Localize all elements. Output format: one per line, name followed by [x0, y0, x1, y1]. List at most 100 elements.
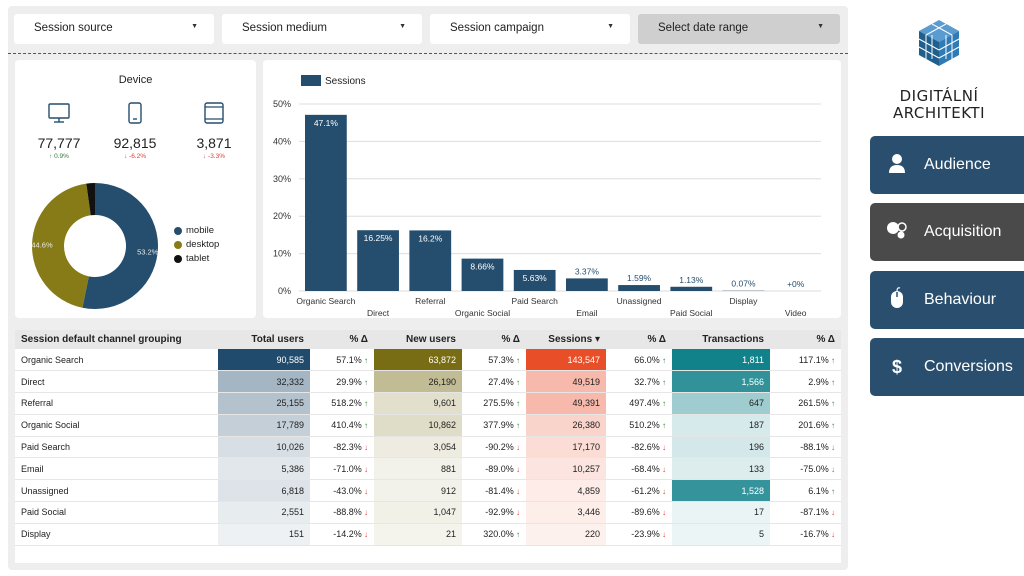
arrow-up-icon: ↑ [513, 399, 520, 409]
table-row[interactable]: Paid Social 2,551 -88.8% ↓ 1,047 -92.9% ↓ 3,4… [15, 501, 841, 524]
y-tick-label: 50% [273, 99, 291, 109]
table-cell: 29.9% ↑ [310, 370, 374, 394]
table-row[interactable]: Display 151 -14.2% ↓ 21 320.0% ↑ 220 -23.9% ↓ 5… [15, 523, 841, 546]
arrow-down-icon: ↓ [361, 464, 368, 474]
cell-value: 320.0% [483, 529, 514, 540]
arrow-down-icon: ↓ [659, 464, 666, 474]
cell-value: Direct [21, 376, 45, 387]
bar-email[interactable] [566, 278, 608, 291]
table-row[interactable]: Organic Search 90,585 57.1% ↑ 63,872 57.3% ↑… [15, 349, 841, 372]
table-row[interactable]: Email 5,386 -71.0% ↓ 881 -89.0% ↓ 10,257 -68.4… [15, 457, 841, 481]
table-cell: 17,170 [526, 436, 606, 459]
nav-conversions-button[interactable]: $ Conversions [870, 338, 1024, 396]
brand-line-2: ARCHITEKTI [892, 104, 985, 122]
cell-value: 275.5% [483, 398, 514, 409]
table-row[interactable]: Organic Social 17,789 410.4% ↑ 10,862 377.9%… [15, 414, 841, 437]
cell-value: 377.9% [483, 420, 514, 431]
arrow-down-icon: ↓ [361, 443, 368, 453]
cell-value: 1,528 [741, 485, 764, 496]
table-cell: 5 [672, 523, 770, 546]
cell-value: -89.6% [631, 507, 660, 518]
cell-value: -75.0% [800, 463, 829, 474]
bar-data-label: 0.07% [731, 279, 756, 289]
bar-paid-search[interactable] [513, 269, 556, 291]
device-title: Device [118, 74, 153, 86]
arrow-up-icon: ↑ [659, 377, 666, 387]
bar-direct[interactable] [357, 230, 399, 291]
cell-value: 17,170 [572, 442, 600, 453]
table-row[interactable]: Paid Search 10,026 -82.3% ↓ 3,054 -90.2% ↓ 17… [15, 436, 841, 459]
cell-value: 27.4% [488, 376, 514, 387]
table-cell: 90,585 [218, 349, 310, 372]
table-cell: 32,332 [218, 370, 310, 394]
arrow-down-icon: ↓ [828, 530, 835, 540]
arrow-up-icon: ↑ [828, 355, 835, 365]
dollar-icon: $ [891, 356, 902, 377]
table-row[interactable]: Direct 32,332 29.9% ↑ 26,190 27.4% ↑ 49,519 32… [15, 370, 841, 394]
cell-value: 133 [748, 463, 764, 474]
cell-value: 21 [445, 529, 456, 540]
legend-tablet: tablet [174, 253, 209, 264]
cell-value: Referral [21, 398, 54, 409]
table-row[interactable]: Referral 25,155 518.2% ↑ 9,601 275.5% ↑ 49,39… [15, 392, 841, 415]
column-header[interactable]: Sessions ▾ [526, 330, 606, 349]
cell-value: 57.1% [336, 354, 362, 365]
table-cell: -43.0% ↓ [310, 479, 374, 503]
cell-value: 6,818 [281, 485, 304, 496]
channel-table: Session default channel grouping Total us… [15, 330, 841, 563]
bar-unassigned[interactable] [618, 285, 660, 291]
dropdown-arrow-icon: ▼ [399, 23, 406, 30]
cell-value: -68.4% [631, 463, 660, 474]
x-tick-label: Email [576, 308, 597, 318]
nav-behaviour-label: Behaviour [924, 291, 997, 308]
cell-value: 25,155 [276, 398, 304, 409]
table-cell: -71.0% ↓ [310, 457, 374, 481]
table-cell: 410.4% ↑ [310, 414, 374, 437]
cell-value: 510.2% [629, 420, 660, 431]
table-cell: Display [15, 523, 218, 546]
cell-value: -92.9% [485, 507, 514, 518]
arrow-up-icon: ↑ [828, 421, 835, 431]
cell-value: -82.6% [631, 442, 660, 453]
cell-value: 66.0% [634, 354, 660, 365]
date-range-picker[interactable]: Select date range ▼ [638, 14, 840, 44]
bar-organic-social[interactable] [461, 258, 504, 291]
table-cell: 196 [672, 436, 770, 459]
bar-paid-social[interactable] [670, 286, 713, 291]
nav-audience-button[interactable]: Audience [870, 136, 1024, 194]
session-medium-filter[interactable]: Session medium ▼ [222, 14, 422, 44]
bar-organic-search[interactable] [305, 114, 347, 291]
legend-dot [174, 240, 182, 249]
table-cell: Paid Search [15, 436, 218, 459]
arrow-up-icon: ↑ [361, 355, 368, 365]
arrow-up-icon: ↑ [513, 355, 520, 365]
table-cell: 1,528 [672, 479, 770, 503]
table-cell: 10,257 [526, 457, 606, 481]
arrow-up-icon: ↑ [361, 377, 368, 387]
table-cell: -90.2% ↓ [462, 436, 526, 459]
table-cell: 151 [218, 523, 310, 546]
table-cell: 57.3% ↑ [462, 349, 526, 372]
table-cell: -16.7% ↓ [770, 523, 841, 546]
table-cell: 187 [672, 414, 770, 437]
cell-value: -16.7% [800, 529, 829, 540]
table-cell: 117.1% ↑ [770, 349, 841, 372]
tablet-stat: 3,871 ↓ -3.3% [179, 102, 249, 160]
y-tick-label: 10% [273, 249, 291, 259]
session-source-filter[interactable]: Session source ▼ [14, 14, 214, 44]
cell-value: Paid Social [21, 507, 67, 518]
cell-value: 10,862 [428, 420, 456, 431]
table-cell: 32.7% ↑ [606, 370, 672, 394]
cell-value: 1,811 [742, 354, 764, 365]
cell-value: 196 [748, 442, 764, 453]
arrow-down-icon: ↓ [513, 443, 520, 453]
cell-value: 17,789 [276, 420, 304, 431]
cell-value: 9,601 [433, 398, 456, 409]
nav-behaviour-button[interactable]: Behaviour [870, 271, 1024, 329]
session-campaign-filter[interactable]: Session campaign ▼ [430, 14, 630, 44]
nav-acquisition-button[interactable]: Acquisition [870, 203, 1024, 261]
table-row[interactable]: Unassigned 6,818 -43.0% ↓ 912 -81.4% ↓ 4,859-… [15, 479, 841, 503]
table-cell: 63,872 [374, 349, 462, 372]
bar-referral[interactable] [409, 230, 452, 291]
x-tick-label: Video [785, 308, 807, 318]
